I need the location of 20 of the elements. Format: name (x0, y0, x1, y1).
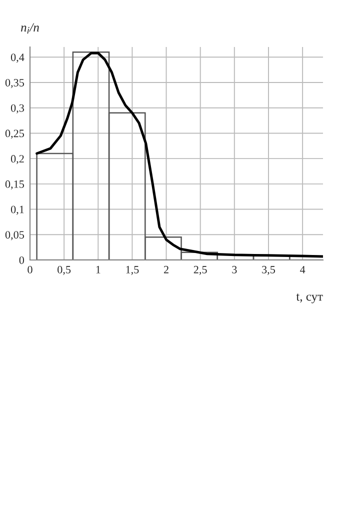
x-tick-label: 0 (28, 266, 32, 274)
y-tick-label: 0,25 (5, 130, 24, 139)
y-axis-title: n$_{i}$/n (21, 23, 39, 34)
y-tick-label: 0 (19, 256, 24, 264)
y-tick-label: 0,3 (10, 104, 24, 114)
x-tick-label: 1 (96, 266, 100, 274)
y-tick-label: 0,2 (10, 155, 24, 164)
x-tick-label: 2 (164, 266, 168, 274)
x-tick-label: 3 (232, 266, 237, 274)
x-tick-label: 3,5 (262, 266, 275, 275)
x-tick-label: 1,5 (126, 266, 139, 275)
y-tick-label: 0,35 (5, 78, 24, 88)
x-axis-title: t, сут (296, 294, 323, 304)
y-tick-label: 0,4 (10, 54, 24, 63)
y-tick-label: 0,15 (5, 180, 24, 190)
x-tick-label: 2,5 (194, 266, 207, 275)
x-tick-label: 0,5 (58, 266, 71, 275)
y-tick-label: 0,1 (10, 206, 24, 215)
x-tick-label: 4 (300, 266, 306, 274)
y-tick-label: 0,05 (5, 231, 24, 240)
